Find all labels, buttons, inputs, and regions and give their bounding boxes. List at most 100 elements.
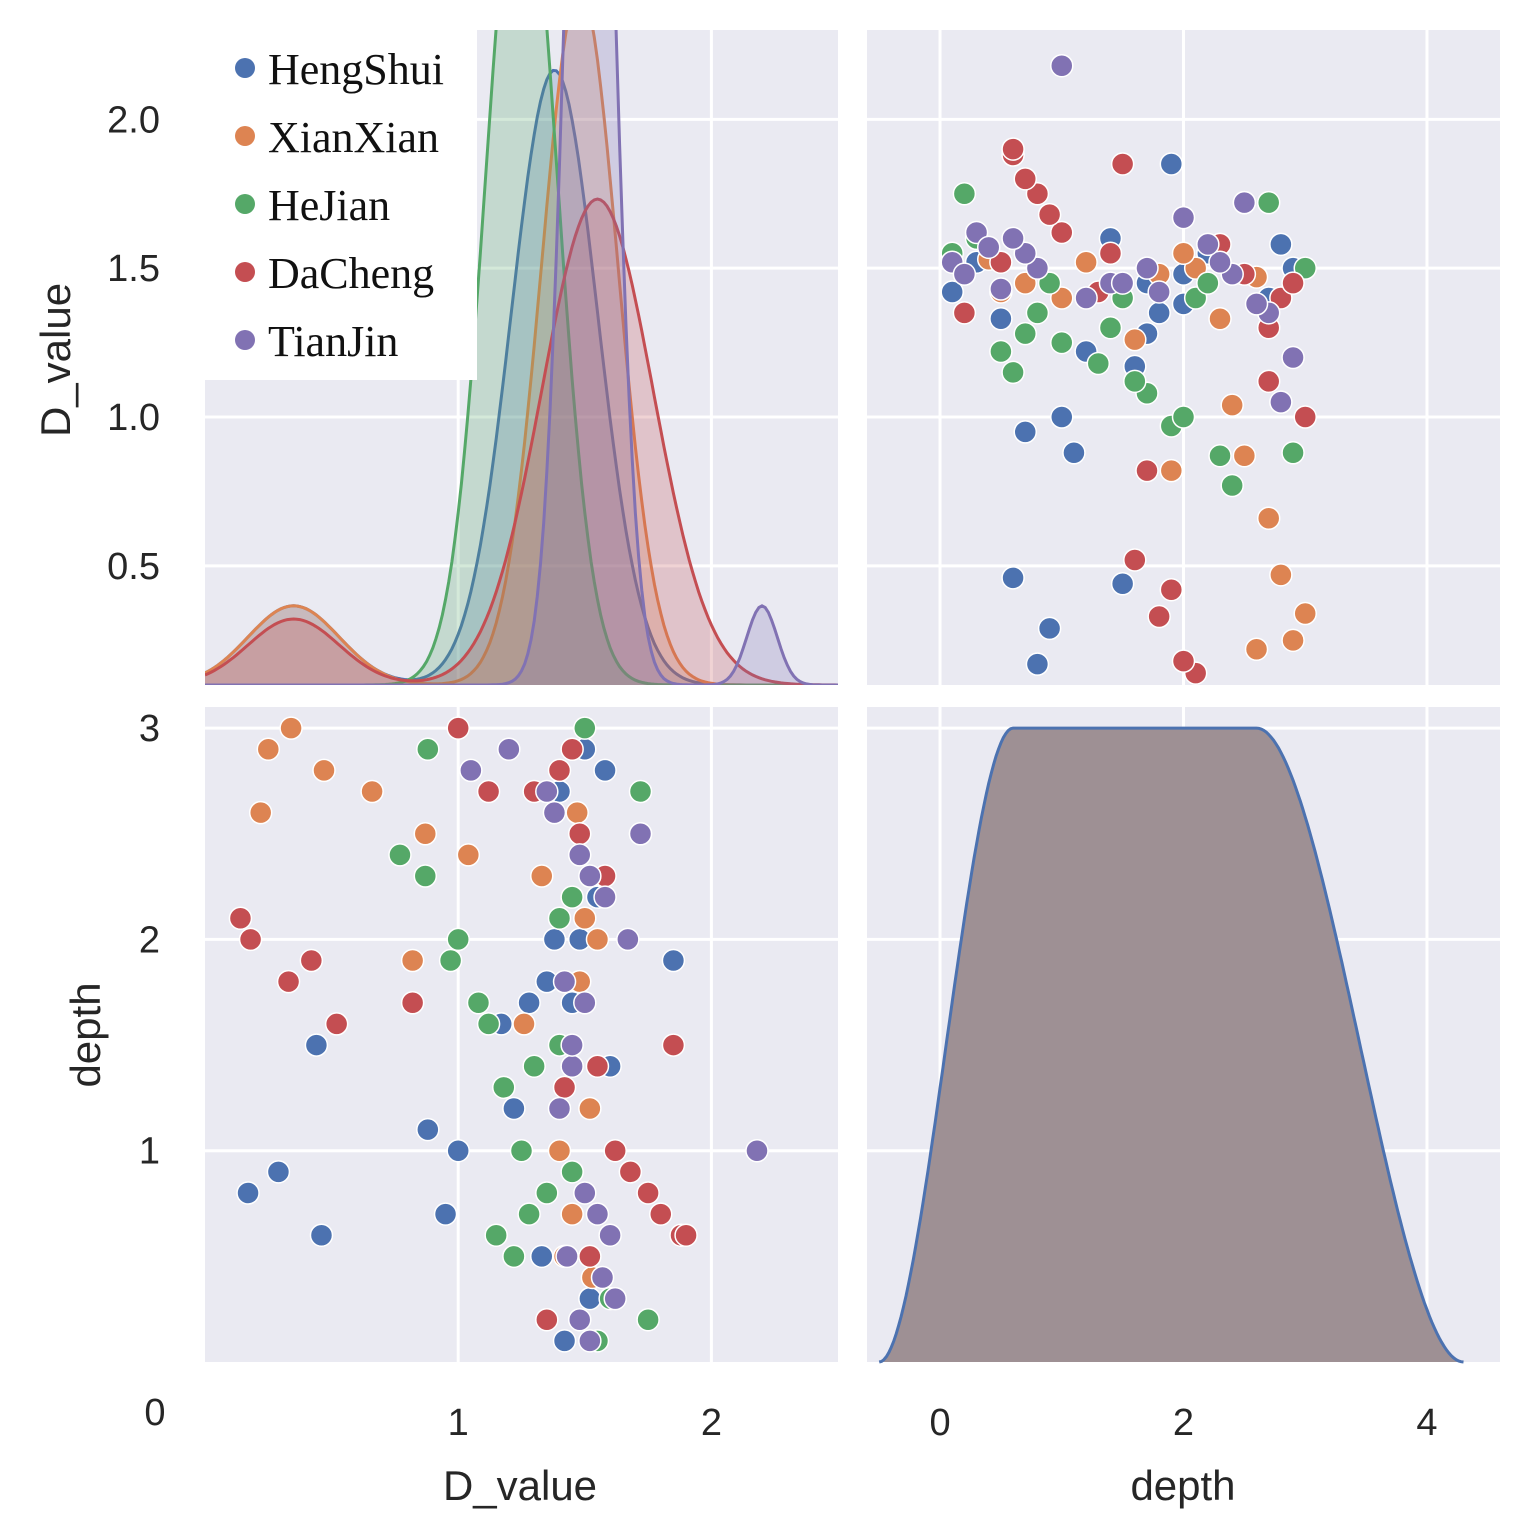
scatter-point-hengshui [266,1160,291,1184]
scatter-point-xianxian [413,822,438,846]
scatter-point-hejian [1025,301,1050,325]
scatter-point-hejian [476,1012,501,1036]
scatter-point-hejian [438,948,463,973]
scatter-point-xianxian [585,927,610,952]
scatter-point-xianxian [1208,307,1232,331]
scatter-point-hejian [547,906,572,931]
kde-fill-xianxian [205,30,838,685]
scatter-point-hejian [989,339,1013,364]
scatter-point-tianjin [952,262,977,286]
axis-labels: D_value depth D_value depth 0 [32,283,1236,1509]
scatter-point-xianxian [279,716,303,740]
scatter-point-hejian [1123,369,1147,394]
scatter-point-hejian [1208,444,1232,468]
scatter-point-tianjin [989,277,1013,301]
scatter-point-xianxian [312,758,336,783]
scatter-point-dacheng [1159,577,1184,602]
scatter-point-xianxian [1123,327,1147,352]
kde-line-dacheng [205,197,838,685]
scatter-point-tianjin [976,235,1001,260]
scatter-point-hejian [1256,190,1281,215]
scatter-point-tianjin [1171,205,1196,230]
scatter-point-hengshui [593,758,617,783]
scatter-point-hengshui [1025,652,1050,676]
scatter-point-tianjin [1147,280,1171,304]
scatter-point-dacheng [228,906,253,931]
x-tick-label-depth: 0 [929,1402,950,1444]
legend-label-hejian: HeJian [268,181,390,230]
scatter-point-xianxian [1281,628,1305,653]
scatter-point-hengshui [1050,405,1074,429]
scatter-point-dacheng [446,716,470,740]
scatter-point-hengshui [416,1117,440,1142]
scatter-point-tianjin [573,991,597,1015]
kde-line-depth [878,726,1464,1364]
scatter-point-hejian [535,1181,559,1205]
scatter-point-hejian [1281,441,1305,465]
scatter-point-tianjin [1050,53,1074,78]
scatter-point-hejian [416,737,440,762]
scatter-point-xianxian [573,906,597,931]
scatter-point-tianjin [745,1138,769,1163]
scatter-point-hejian [1196,271,1220,295]
scatter-point-tianjin [593,885,617,909]
scatter-point-hengshui [1037,616,1062,641]
scatter-point-dacheng [567,822,592,846]
y-tick-label-d-value: 1.5 [107,248,160,290]
scatter-point-hengshui [433,1202,458,1226]
kde-d-value-group [205,30,838,685]
legend-marker-dacheng [235,262,255,282]
scatter-point-dacheng [649,1202,673,1226]
scatter-point-dacheng [1256,369,1281,394]
scatter-point-hejian [1171,405,1196,429]
scatter-point-tianjin [603,1286,627,1311]
x-tick-label-depth: 4 [1416,1402,1437,1444]
scatter-point-tianjin [459,758,483,783]
y-tick-label-depth: 3 [139,708,160,750]
y-axis-label-d-value: D_value [32,283,79,437]
scatter-point-hengshui [552,1329,577,1353]
y-tick-label-d-value: 1.0 [107,397,160,439]
scatter-point-dacheng [276,969,301,994]
scatter-point-hengshui [1110,572,1135,596]
scatter-point-hejian [628,779,653,804]
scatter-point-tianjin [1281,345,1305,370]
legend-label-tianjin: TianJin [268,317,398,366]
panels: 1 2 0 2 4 0.5 1.0 1.5 2.0 1 2 3 [107,30,1500,1444]
scatter-point-dacheng [618,1160,643,1184]
scatter-point-hejian [484,1223,508,1247]
legend-marker-hejian [235,194,255,214]
scatter-point-hejian [522,1054,546,1078]
scatter-point-tianjin [1269,390,1293,414]
scatter-point-dacheng [552,1075,577,1100]
scatter-point-dacheng [324,1012,349,1036]
scatter-point-xianxian [1269,563,1293,587]
scatter-point-tianjin [560,1054,584,1078]
scatter-point-hengshui [236,1181,260,1205]
scatter-point-dacheng [1050,220,1074,245]
scatter-point-xianxian [1232,444,1257,468]
y-tick-label-d-value: 0.5 [107,546,160,588]
scatter-point-dacheng [238,927,263,952]
scatter-point-tianjin [1110,271,1135,295]
scatter-point-xianxian [256,737,281,762]
scatter-point-tianjin [1208,250,1232,274]
scatter-point-hejian [492,1075,516,1100]
scatter-point-tianjin [1001,226,1025,251]
scatter-point-hejian [1013,321,1037,346]
scatter-point-hejian [573,716,597,740]
scatter-point-hengshui [989,307,1013,331]
y-tick-label-depth: 1 [139,1131,160,1173]
scatter-point-hejian [509,1138,534,1163]
scatter-point-hejian [1086,351,1111,376]
scatter-point-dacheng [603,1138,627,1163]
scatter-point-dacheng [400,991,425,1015]
scatter-point-tianjin [1232,190,1257,215]
scatter-point-xianxian [530,864,554,888]
scatter-point-hengshui [530,1244,554,1269]
scatter-point-dacheng [1013,167,1037,191]
scatter-point-dacheng [1135,458,1159,483]
scatter-point-xianxian [248,800,273,825]
scatter-point-hejian [413,864,438,888]
scatter-point-tianjin [547,1096,572,1121]
